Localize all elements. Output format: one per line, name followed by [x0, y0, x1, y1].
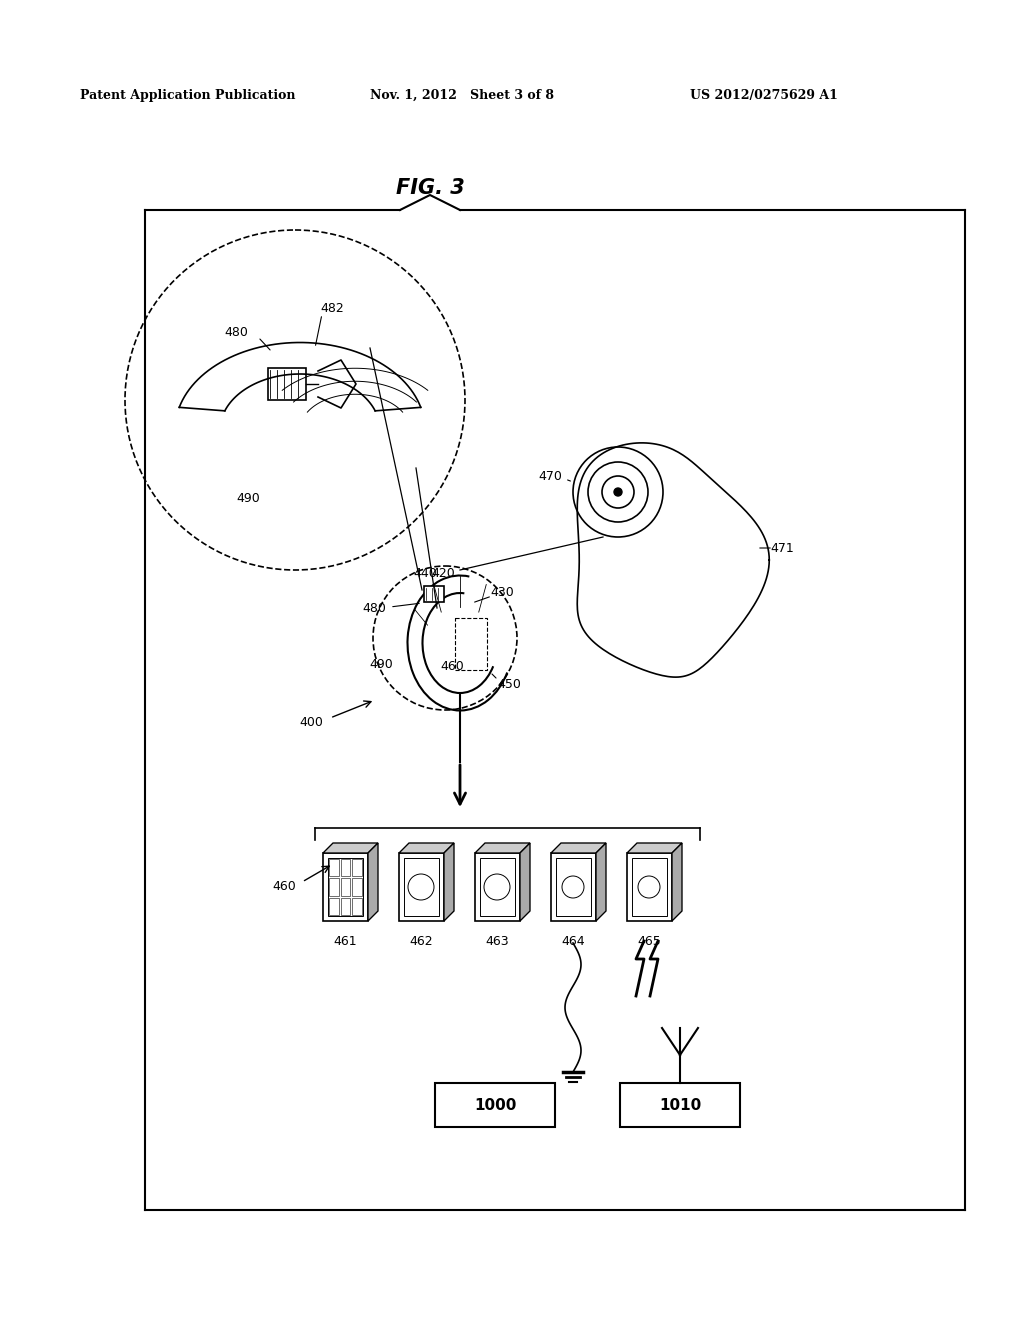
Polygon shape [551, 843, 606, 853]
Text: Patent Application Publication: Patent Application Publication [80, 88, 296, 102]
Text: 480: 480 [362, 602, 386, 615]
Bar [341, 859, 350, 876]
Bar [329, 898, 339, 915]
Polygon shape [444, 843, 454, 921]
Bar [435, 1082, 555, 1127]
Bar [329, 859, 339, 876]
Text: US 2012/0275629 A1: US 2012/0275629 A1 [690, 88, 838, 102]
Text: 470: 470 [539, 470, 562, 483]
Text: 460: 460 [272, 879, 296, 892]
Text: 1000: 1000 [474, 1097, 516, 1113]
Bar [551, 853, 596, 921]
Bar [475, 853, 520, 921]
Text: 471: 471 [770, 541, 794, 554]
Text: 400: 400 [299, 717, 323, 730]
Polygon shape [475, 843, 530, 853]
Bar [556, 858, 591, 916]
Bar [404, 858, 439, 916]
Bar [352, 859, 362, 876]
Text: 490: 490 [237, 491, 260, 504]
Bar [268, 368, 306, 400]
Bar [424, 586, 444, 602]
Bar [329, 878, 339, 896]
Polygon shape [627, 843, 682, 853]
Bar [480, 858, 515, 916]
Text: 480: 480 [224, 326, 248, 338]
Text: FIG. 3: FIG. 3 [395, 178, 464, 198]
Text: 420: 420 [431, 568, 455, 579]
Text: 465: 465 [637, 935, 660, 948]
Bar [455, 618, 487, 671]
Text: 463: 463 [485, 935, 509, 948]
Text: 462: 462 [410, 935, 433, 948]
Text: 460: 460 [440, 660, 464, 673]
Polygon shape [323, 843, 378, 853]
Text: 490: 490 [370, 659, 393, 672]
Bar [341, 898, 350, 915]
Bar [352, 898, 362, 915]
Circle shape [614, 488, 622, 496]
Text: 482: 482 [319, 301, 344, 314]
Polygon shape [672, 843, 682, 921]
Text: 1010: 1010 [658, 1097, 701, 1113]
Text: Nov. 1, 2012   Sheet 3 of 8: Nov. 1, 2012 Sheet 3 of 8 [370, 88, 554, 102]
Polygon shape [399, 843, 454, 853]
Text: 450: 450 [497, 678, 521, 690]
Polygon shape [596, 843, 606, 921]
Bar [323, 853, 368, 921]
Text: 430: 430 [490, 586, 514, 598]
Bar [620, 1082, 740, 1127]
Text: 440: 440 [413, 568, 437, 579]
Polygon shape [368, 843, 378, 921]
Bar [341, 878, 350, 896]
Bar [399, 853, 444, 921]
Text: 461: 461 [333, 935, 356, 948]
Bar [328, 858, 362, 916]
Polygon shape [520, 843, 530, 921]
Bar [632, 858, 667, 916]
Bar [627, 853, 672, 921]
Bar [352, 878, 362, 896]
Text: 464: 464 [561, 935, 585, 948]
